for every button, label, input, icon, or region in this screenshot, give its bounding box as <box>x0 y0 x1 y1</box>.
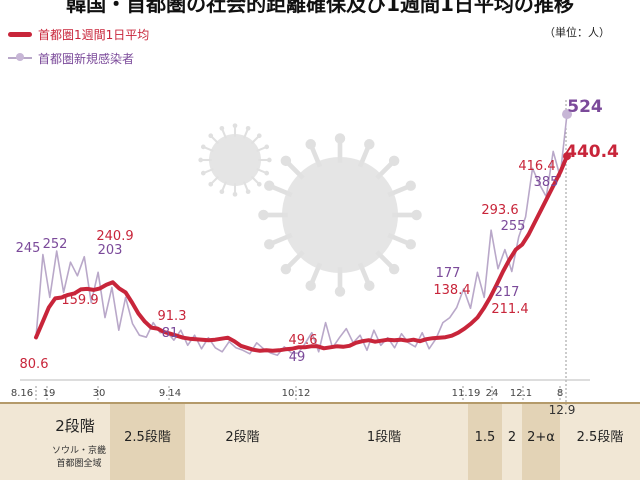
data-label: 138.4 <box>433 283 470 298</box>
chart-title: 韓国・首都圏の社会的距離確保及び1週間1日平均の推移 <box>66 0 574 16</box>
x-tick-label: 10.12 <box>282 388 311 399</box>
data-label: 524 <box>567 97 603 117</box>
stage-sublabel: ソウル・京畿 <box>52 444 106 456</box>
stage-segment <box>185 404 300 480</box>
virus-icon-large <box>258 133 422 297</box>
data-label: 252 <box>43 237 68 252</box>
data-label: 49 <box>289 350 306 365</box>
stage-segment <box>110 404 185 480</box>
data-label: 203 <box>98 243 123 258</box>
legend-item-avg: 首都圏1週間1日平均 <box>8 26 149 42</box>
stage-label: 2+α <box>527 430 555 445</box>
stage-label: 1.5 <box>475 430 496 445</box>
stage-label: 2段階 <box>225 430 259 445</box>
stage-segment <box>560 404 640 480</box>
stage-segment <box>522 404 560 480</box>
endpoint-marker-new <box>562 109 572 120</box>
x-tick-label: 8 <box>557 388 563 399</box>
data-label: 91.3 <box>158 309 187 324</box>
legend-swatch-avg <box>8 31 32 37</box>
x-tick-label: 24 <box>486 388 499 399</box>
data-label: 293.6 <box>481 203 518 218</box>
virus-icon-small <box>198 123 272 197</box>
endpoint-marker-avg <box>563 152 571 161</box>
data-label: 159.9 <box>61 293 98 308</box>
data-label: 255 <box>501 219 526 234</box>
data-label: 440.4 <box>565 142 619 162</box>
legend-item-new: 首都圏新規感染者 <box>8 50 134 66</box>
stage-sublabel: 首都圏全域 <box>56 457 101 469</box>
stage-label: 2段階 <box>55 417 95 435</box>
legend-label-new: 首都圏新規感染者 <box>38 51 135 66</box>
data-label: 217 <box>495 285 520 300</box>
stage-label: 2.5段階 <box>124 430 171 445</box>
x-tick-label: 9.14 <box>159 388 181 399</box>
data-label: 245 <box>16 241 41 256</box>
stage-date-label: 12.9 <box>549 403 576 417</box>
stage-label: 2 <box>508 430 516 445</box>
data-label: 385 <box>534 175 559 190</box>
data-label: 80.6 <box>20 357 49 372</box>
stage-segment <box>468 404 502 480</box>
series-line-weekly-avg <box>34 154 569 353</box>
stage-band-top-border <box>0 402 640 404</box>
stage-label: 1段階 <box>367 430 401 445</box>
data-label: 49.6 <box>289 333 318 348</box>
x-tick-label: 30 <box>93 388 106 399</box>
data-label: 211.4 <box>491 302 528 317</box>
unit-label: （単位：人） <box>544 26 610 39</box>
data-label: 177 <box>436 266 461 281</box>
legend-label-avg: 首都圏1週間1日平均 <box>38 27 150 42</box>
x-tick-label: 19 <box>43 388 56 399</box>
data-label: 81 <box>162 326 179 341</box>
stage-segment <box>502 404 522 480</box>
x-tick-label: 8.16 <box>11 388 33 399</box>
x-tick-label: 12.1 <box>510 388 532 399</box>
stage-segment <box>40 404 110 480</box>
x-tick-label: 11.19 <box>452 388 481 399</box>
stage-label: 2.5段階 <box>577 430 624 445</box>
legend-swatch-new <box>8 53 32 61</box>
stage-segment <box>300 404 468 480</box>
data-label: 240.9 <box>96 229 133 244</box>
data-label: 416.4 <box>518 159 555 174</box>
